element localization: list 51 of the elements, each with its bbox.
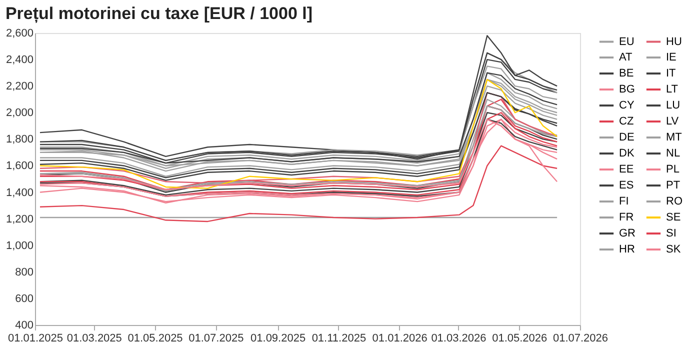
legend-label: DK — [619, 148, 635, 160]
x-tick-label: 01.07.2026 — [552, 332, 608, 344]
y-tick-label: 1,400 — [6, 186, 34, 199]
legend-label: FR — [619, 212, 634, 224]
y-tick-label: 2,400 — [6, 54, 34, 66]
legend-label: HU — [666, 36, 682, 48]
legend-label: BE — [619, 68, 634, 80]
x-tick-label: 01.05.2025 — [128, 332, 183, 344]
legend-label: FI — [619, 196, 629, 208]
chart-title: Prețul motorinei cu taxe [EUR / 1000 l] — [5, 4, 313, 23]
legend-label: RO — [666, 196, 683, 208]
legend-label: IT — [666, 68, 676, 80]
y-tick-label: 1,600 — [6, 160, 34, 172]
y-tick-label: 2,200 — [6, 80, 34, 93]
y-tick-label: 600 — [15, 292, 34, 305]
legend-label: DE — [619, 132, 634, 144]
x-tick-label: 01.11.2025 — [312, 332, 366, 344]
x-tick-label: 01.01.2025 — [8, 332, 64, 344]
y-tick-label: 1,200 — [6, 213, 34, 226]
y-tick-label: 1,800 — [6, 134, 34, 146]
legend-label: ES — [619, 180, 634, 192]
legend-label: LV — [666, 116, 680, 128]
x-tick-label: 01.01.2026 — [372, 332, 428, 344]
legend-label: PT — [666, 180, 680, 192]
legend-label: CZ — [619, 116, 634, 128]
x-tick-label: 01.03.2025 — [66, 332, 122, 344]
x-tick-label: 01.05.2026 — [492, 332, 548, 344]
legend-label: LT — [666, 84, 678, 96]
legend-label: SE — [666, 212, 681, 224]
legend-label: EE — [619, 164, 634, 176]
legend-label: BG — [619, 84, 635, 96]
legend-label: SK — [666, 244, 682, 256]
legend-label: NL — [666, 148, 680, 160]
legend-label: AT — [619, 52, 633, 64]
y-tick-label: 1,000 — [6, 240, 34, 252]
y-tick-label: 2,000 — [6, 107, 34, 120]
legend-label: MT — [666, 132, 682, 144]
legend-label: SI — [666, 228, 676, 240]
legend-label: GR — [619, 228, 636, 240]
x-tick-label: 01.09.2025 — [250, 332, 306, 344]
legend-label: LU — [666, 100, 680, 112]
legend-label: HR — [619, 244, 635, 256]
legend-label: EU — [619, 36, 634, 48]
legend-label: IE — [666, 52, 676, 64]
y-tick-label: 400 — [15, 320, 34, 332]
x-tick-label: 01.07.2025 — [188, 332, 244, 344]
legend-label: CY — [619, 100, 635, 112]
y-tick-label: 2,600 — [6, 28, 34, 40]
y-tick-label: 800 — [15, 266, 34, 278]
x-tick-label: 01.03.2026 — [431, 332, 486, 344]
legend-label: PL — [666, 164, 680, 176]
